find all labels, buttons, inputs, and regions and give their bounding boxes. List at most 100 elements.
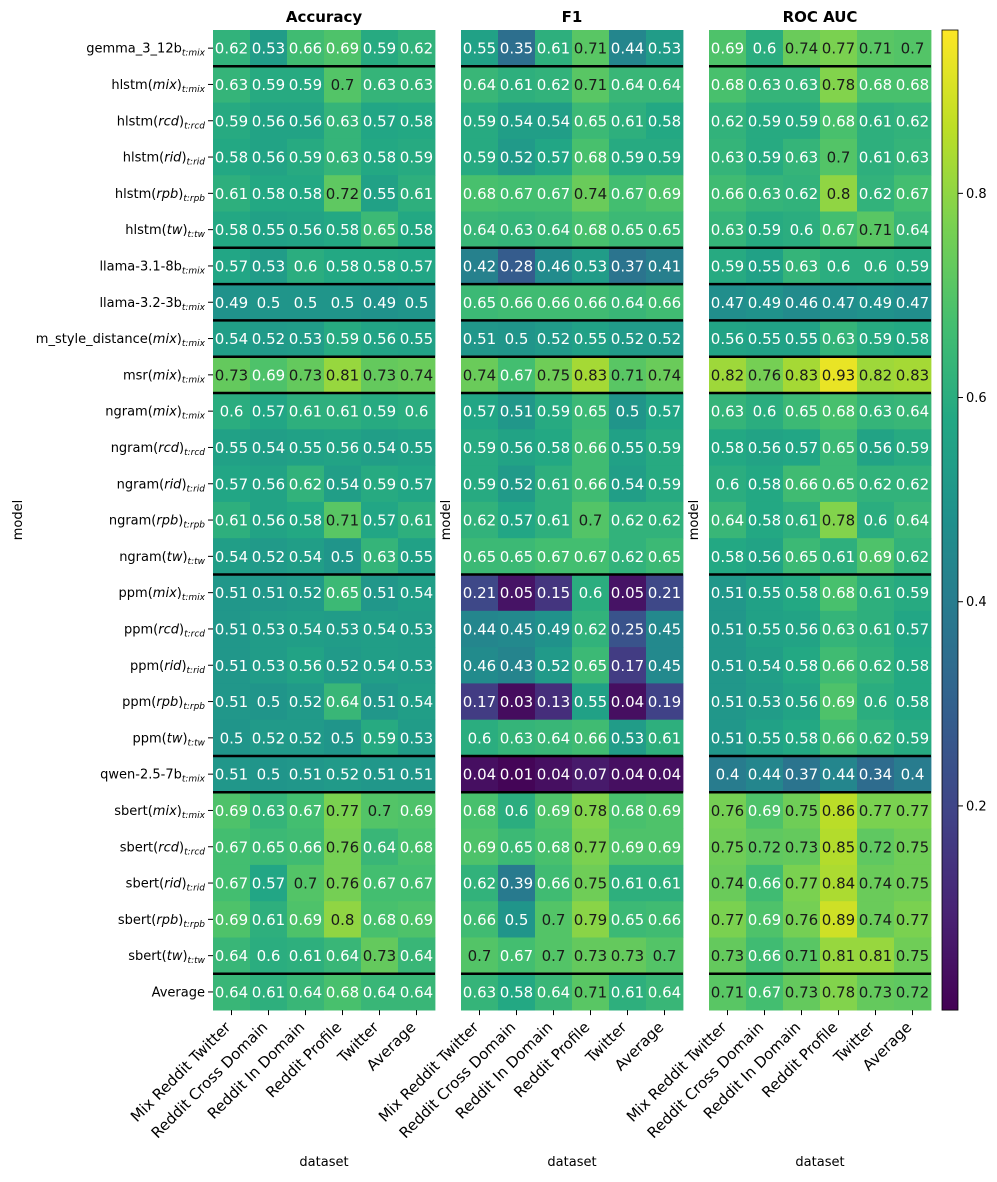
heatmap-cell xyxy=(783,211,821,249)
cell-value-label: 0.56 xyxy=(859,439,892,457)
cell-value-label: 0.69 xyxy=(289,911,322,929)
heatmap-cell xyxy=(324,719,362,757)
heatmap-cell xyxy=(783,538,821,575)
cell-value-label: 0.58 xyxy=(896,657,929,675)
cell-value-label: 0.8 xyxy=(331,911,355,929)
heatmap-cell xyxy=(250,647,288,684)
heatmap-cell xyxy=(857,102,895,140)
cell-value-label: 0.81 xyxy=(326,366,359,384)
heatmap-cell xyxy=(250,66,288,103)
heatmap-cell xyxy=(213,864,251,902)
heatmap-cell xyxy=(572,647,610,684)
cell-value-label: 0.56 xyxy=(711,330,744,348)
heatmap-cell xyxy=(361,247,399,285)
heatmap-cell xyxy=(324,647,362,684)
heatmap-cell xyxy=(857,247,895,285)
heatmap-cell xyxy=(535,429,573,466)
cell-value-label: 0.52 xyxy=(326,766,359,784)
heatmap-cell xyxy=(398,429,436,466)
cell-value-label: 0.51 xyxy=(711,584,744,602)
heatmap-cell xyxy=(535,792,573,829)
heatmap-cell xyxy=(646,320,684,358)
cell-value-label: 0.04 xyxy=(611,693,644,711)
heatmap-cell xyxy=(324,864,362,902)
cell-value-label: 0.68 xyxy=(326,983,359,1001)
heatmap-cell xyxy=(461,429,499,466)
heatmap-cell xyxy=(287,683,325,721)
heatmap-cell xyxy=(857,647,895,684)
cell-value-label: 0.59 xyxy=(611,149,644,167)
heatmap-cell xyxy=(783,719,821,757)
row-label-tail: ) xyxy=(177,368,182,383)
heatmap-cell xyxy=(894,320,932,358)
cell-value-label: 0.56 xyxy=(326,439,359,457)
cell-value-label: 0.64 xyxy=(611,294,644,312)
cell-value-label: 0.51 xyxy=(215,620,248,638)
heatmap-cell xyxy=(894,501,932,539)
cell-value-label: 0.69 xyxy=(215,802,248,820)
heatmap-cell xyxy=(324,538,362,575)
cell-value-label: 0.71 xyxy=(611,366,644,384)
y-tick-label: ppm(rcd)t:rcd xyxy=(124,622,205,639)
row-label-base: sbert( xyxy=(114,804,153,819)
heatmap-cell xyxy=(820,538,858,575)
cell-value-label: 0.6 xyxy=(716,475,740,493)
heatmap-cell xyxy=(461,973,499,1011)
cell-value-label: 0.66 xyxy=(822,657,855,675)
heatmap-cell xyxy=(398,284,436,321)
cell-value-label: 0.57 xyxy=(785,439,818,457)
cell-value-label: 0.69 xyxy=(537,802,570,820)
heatmap-cell xyxy=(609,683,647,721)
heatmap-cell xyxy=(398,30,436,67)
heatmap-cell xyxy=(287,284,325,321)
cell-value-label: 0.59 xyxy=(463,112,496,130)
heatmap-cell xyxy=(646,175,684,212)
row-label-italic: rcd xyxy=(158,622,179,637)
heatmap-cell xyxy=(250,864,288,902)
cell-value-label: 0.71 xyxy=(711,983,744,1001)
panel-title: F1 xyxy=(562,8,583,26)
cell-value-label: 0.51 xyxy=(363,693,396,711)
heatmap-cell xyxy=(572,102,610,140)
cell-value-label: 0.7 xyxy=(368,802,392,820)
cell-value-label: 0.72 xyxy=(896,983,929,1001)
cell-value-label: 0.67 xyxy=(822,221,855,239)
heatmap-cell xyxy=(572,538,610,575)
y-tick-label: ppm(mix)t:mix xyxy=(119,586,206,603)
cell-value-label: 0.45 xyxy=(500,620,533,638)
heatmap-cell xyxy=(646,792,684,829)
row-label-base: ngram( xyxy=(105,405,153,420)
heatmap-cell xyxy=(894,66,932,103)
cell-value-label: 0.65 xyxy=(500,838,533,856)
cell-value-label: 0.21 xyxy=(463,584,496,602)
heatmap-cell xyxy=(250,211,288,249)
row-label-base: Average xyxy=(152,985,205,1000)
row-label-italic: tw xyxy=(167,550,183,565)
row-label-tail: ) xyxy=(182,550,187,565)
cell-value-label: 0.53 xyxy=(326,620,359,638)
cell-value-label: 0.53 xyxy=(252,257,285,275)
row-label-italic: rpb xyxy=(156,695,178,710)
heatmap-cell xyxy=(213,501,251,539)
cell-value-label: 0.64 xyxy=(711,512,744,530)
cell-value-label: 0.56 xyxy=(252,112,285,130)
cell-value-label: 0.65 xyxy=(363,221,396,239)
heatmap-cell xyxy=(361,901,399,938)
heatmap-cell xyxy=(324,175,362,212)
heatmap-cell xyxy=(783,574,821,612)
row-label-base: llama-3.1-8b xyxy=(99,259,181,274)
heatmap-cell xyxy=(746,320,784,358)
cell-value-label: 0.66 xyxy=(711,185,744,203)
cell-value-label: 0.59 xyxy=(748,112,781,130)
heatmap-cell xyxy=(609,647,647,684)
heatmap-cell xyxy=(398,66,436,103)
y-tick-label: qwen-2.5-7bt:mix xyxy=(100,768,206,785)
cell-value-label: 0.46 xyxy=(463,657,496,675)
cell-value-label: 0.5 xyxy=(616,403,640,421)
heatmap-cell xyxy=(287,574,325,612)
heatmap-cell xyxy=(783,66,821,103)
heatmap-cell xyxy=(783,647,821,684)
cell-value-label: 0.69 xyxy=(648,185,681,203)
heatmap-cell xyxy=(324,247,362,285)
heatmap-cell xyxy=(857,828,895,866)
